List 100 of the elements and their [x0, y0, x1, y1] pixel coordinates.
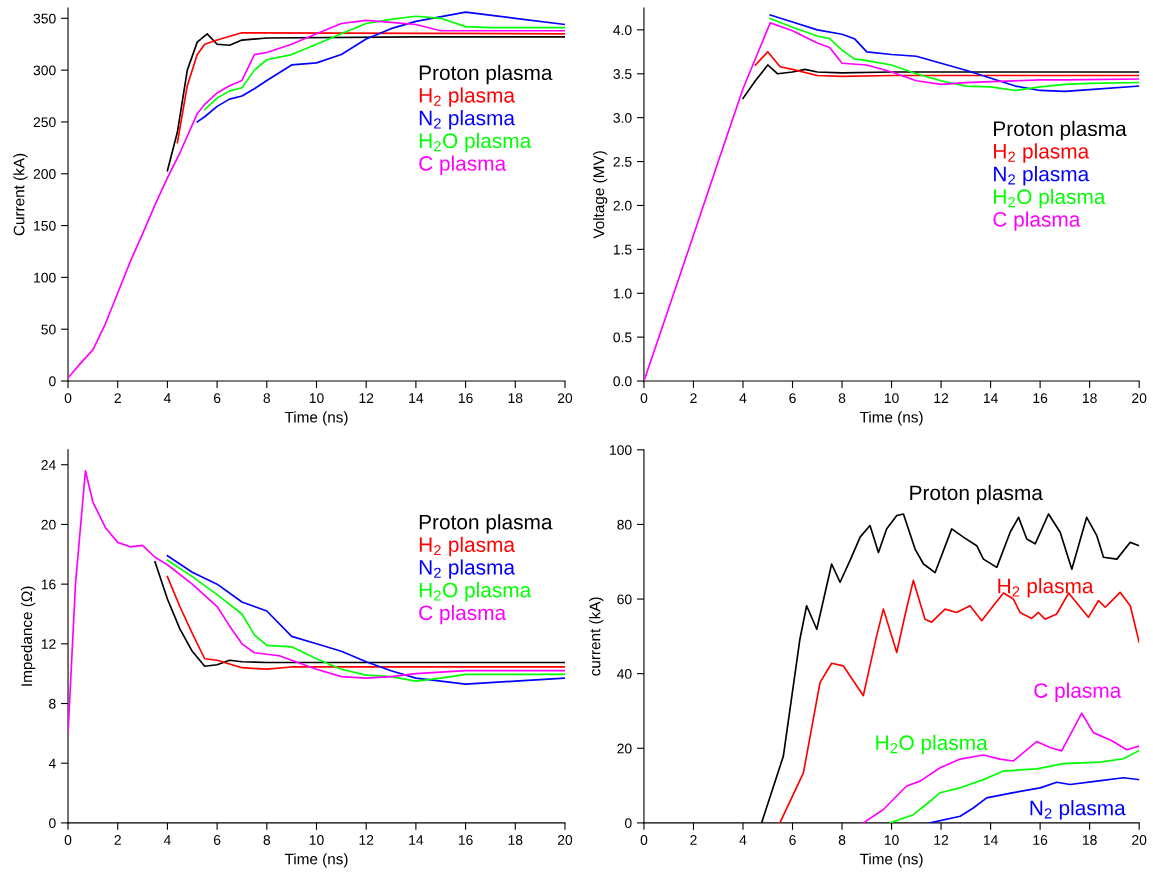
- y-tick-label: 350: [33, 13, 56, 24]
- y-tick-label: 40: [617, 669, 632, 679]
- x-tick-label: 14: [983, 393, 998, 403]
- x-axis-title: Time (ns): [284, 411, 348, 426]
- y-tick-label: 20: [41, 519, 56, 530]
- line-series: [779, 579, 1140, 823]
- x-tick-label: 2: [114, 393, 121, 403]
- y-tick-label: 0.0: [613, 376, 632, 387]
- line-series: [929, 776, 1140, 823]
- y-tick-label: 300: [33, 65, 56, 76]
- y-tick-label: 4: [48, 758, 56, 769]
- x-tick-label: 4: [163, 835, 171, 845]
- y-tick-label: 24: [41, 460, 56, 470]
- x-tick-label: 14: [409, 835, 424, 845]
- y-tick-label: 3.0: [613, 113, 632, 123]
- series-label: H$_{2}$ plasma: [998, 578, 1094, 598]
- x-tick-label: 14: [983, 835, 998, 845]
- text: C plasma: [419, 604, 507, 625]
- x-tick-label: 18: [1082, 393, 1097, 404]
- x-tick-label: 14: [409, 393, 424, 403]
- x-tick-label: 2: [690, 393, 697, 403]
- text: N$_{2}$ plasma: [994, 166, 1090, 186]
- y-tick-label: 2.5: [613, 156, 632, 167]
- y-tick-label: 1.5: [613, 244, 632, 255]
- x-tick-label: 18: [508, 835, 523, 845]
- x-axis-title: Time (ns): [284, 853, 348, 868]
- line-series: [754, 50, 1140, 78]
- x-tick-label: 16: [458, 393, 473, 404]
- series-label: Proton plasma: [419, 64, 553, 85]
- x-tick-label: 12: [359, 393, 374, 403]
- y-tick-label: 0: [49, 376, 56, 387]
- text: H$_{2}$ plasma: [994, 143, 1090, 163]
- x-tick-label: 20: [1132, 393, 1147, 404]
- y-tick-label: 60: [617, 594, 632, 605]
- x-tick-label: 6: [213, 835, 221, 845]
- x-tick-label: 12: [359, 835, 374, 845]
- y-tick-label: 200: [33, 169, 56, 179]
- y-tick-label: 80: [617, 519, 632, 530]
- x-tick-label: 16: [458, 835, 473, 845]
- x-axis-title: Time (ns): [859, 853, 923, 868]
- x-tick-label: 12: [934, 835, 949, 845]
- line-series: [862, 712, 1140, 823]
- x-tick-label: 18: [508, 393, 523, 404]
- x-tick-label: 4: [739, 393, 747, 403]
- x-tick-label: 4: [739, 835, 747, 845]
- text: N$_{2}$ plasma: [419, 559, 515, 579]
- x-tick-label: 16: [1033, 835, 1048, 845]
- x-tick-label: 20: [557, 393, 573, 404]
- y-tick-label: 150: [34, 220, 56, 231]
- x-tick-label: 8: [838, 393, 846, 404]
- text: N$_{2}$ plasma: [419, 110, 515, 130]
- x-tick-label: 8: [263, 393, 271, 404]
- y-tick-label: 12: [41, 639, 56, 649]
- y-tick-label: 0: [624, 818, 632, 829]
- x-tick-label: 0: [640, 393, 648, 404]
- y-tick-label: 4.0: [613, 25, 632, 36]
- x-tick-label: 0: [64, 393, 72, 404]
- x-tick-label: 18: [1082, 835, 1097, 845]
- text: C plasma: [419, 155, 507, 175]
- y-tick-label: 50: [41, 324, 56, 335]
- text: H$_{2}$O plasma: [419, 582, 532, 602]
- y-tick-label: 8: [49, 698, 56, 709]
- x-tick-label: 16: [1033, 393, 1048, 404]
- text: H$_{2}$O plasma: [994, 188, 1106, 209]
- text: H$_{2}$ plasma: [419, 87, 515, 107]
- x-tick-label: 2: [114, 835, 121, 845]
- x-tick-label: 6: [789, 393, 796, 404]
- y-tick-label: 2.0: [613, 200, 632, 211]
- y-tick-label: 20: [617, 743, 632, 754]
- y-axis-title: Current (kA): [13, 153, 28, 236]
- x-tick-label: 20: [1132, 835, 1147, 845]
- y-tick-label: 100: [34, 272, 56, 283]
- text: Proton plasma: [419, 514, 553, 534]
- x-tick-label: 8: [838, 835, 846, 845]
- x-tick-label: 0: [64, 835, 72, 845]
- text: C plasma: [993, 211, 1081, 231]
- y-axis-title: current (kA): [589, 597, 604, 676]
- x-tick-label: 12: [934, 393, 949, 403]
- text: Proton plasma: [994, 120, 1127, 141]
- series-label: C plasma: [1034, 682, 1122, 703]
- y-tick-label: 1.0: [613, 288, 632, 299]
- y-tick-label: 16: [41, 579, 56, 590]
- x-tick-label: 6: [213, 393, 221, 404]
- x-tick-label: 20: [557, 835, 573, 845]
- line-series: [203, 15, 565, 111]
- x-tick-label: 4: [163, 393, 171, 403]
- y-axis-title: Impedance (Ω): [20, 586, 36, 686]
- y-tick-label: 100: [610, 445, 632, 455]
- x-tick-label: 6: [789, 835, 796, 845]
- x-tick-label: 10: [309, 393, 324, 404]
- series-label: N$_{2}$ plasma: [1030, 800, 1126, 820]
- series-label: H$_{2}$O plasma: [876, 734, 988, 755]
- x-tick-label: 8: [263, 835, 271, 845]
- text: H$_{2}$ plasma: [419, 536, 515, 557]
- y-axis-title: Voltage (MV): [593, 151, 608, 239]
- y-tick-label: 3.5: [613, 69, 632, 79]
- y-tick-label: 0: [49, 818, 56, 829]
- x-tick-label: 0: [640, 835, 648, 845]
- series-label: Proton plasma: [910, 484, 1043, 505]
- x-tick-label: 10: [884, 835, 899, 845]
